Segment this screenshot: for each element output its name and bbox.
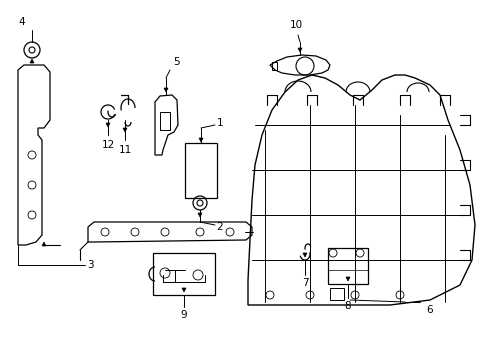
Text: 1: 1	[216, 118, 223, 128]
Polygon shape	[303, 253, 306, 257]
Text: 12: 12	[101, 140, 114, 150]
Polygon shape	[297, 48, 302, 52]
Polygon shape	[163, 88, 168, 92]
Text: 10: 10	[289, 20, 302, 30]
Polygon shape	[199, 138, 203, 142]
Polygon shape	[123, 128, 127, 132]
Bar	[160, 112, 170, 130]
Polygon shape	[198, 213, 202, 217]
Text: 9: 9	[181, 310, 187, 320]
Text: 11: 11	[118, 145, 131, 155]
Bar	[184, 143, 217, 198]
Text: 5: 5	[172, 57, 179, 67]
Bar	[327, 248, 367, 284]
Polygon shape	[182, 288, 185, 292]
Text: 2: 2	[216, 222, 223, 232]
Polygon shape	[346, 277, 349, 281]
Text: 4: 4	[19, 17, 25, 27]
Text: 3: 3	[86, 260, 93, 270]
Polygon shape	[42, 242, 46, 246]
Bar	[271, 62, 276, 70]
Text: 7: 7	[301, 278, 307, 288]
Text: 6: 6	[426, 305, 432, 315]
Text: 8: 8	[344, 301, 350, 311]
Polygon shape	[106, 123, 110, 127]
Polygon shape	[30, 59, 34, 63]
Bar	[329, 288, 343, 300]
Bar	[153, 253, 215, 295]
